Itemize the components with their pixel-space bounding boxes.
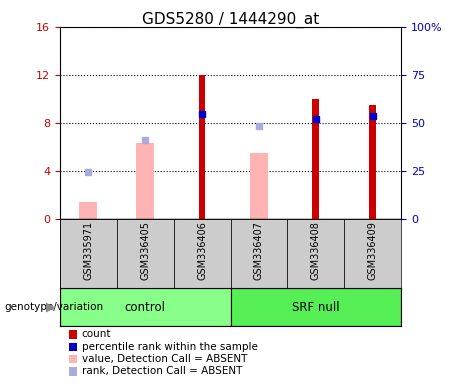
Text: count: count — [82, 329, 112, 339]
Text: control: control — [125, 301, 165, 314]
Text: SRF null: SRF null — [292, 301, 340, 314]
Text: GSM336405: GSM336405 — [140, 221, 150, 280]
Bar — [369, 105, 376, 219]
Bar — [287, 219, 344, 288]
Text: GSM336406: GSM336406 — [197, 221, 207, 280]
Bar — [313, 99, 319, 219]
Text: value, Detection Call = ABSENT: value, Detection Call = ABSENT — [82, 354, 247, 364]
Bar — [230, 288, 401, 326]
Text: GSM336408: GSM336408 — [311, 221, 321, 280]
Text: rank, Detection Call = ABSENT: rank, Detection Call = ABSENT — [82, 366, 242, 376]
Text: percentile rank within the sample: percentile rank within the sample — [82, 342, 258, 352]
Bar — [60, 288, 230, 326]
Text: ▶: ▶ — [46, 301, 55, 314]
Bar — [199, 75, 206, 219]
Text: genotype/variation: genotype/variation — [5, 302, 104, 312]
Bar — [79, 202, 97, 219]
Bar — [136, 143, 154, 219]
Bar — [174, 219, 230, 288]
Text: GSM335971: GSM335971 — [83, 221, 94, 280]
Bar — [60, 219, 117, 288]
Bar — [344, 219, 401, 288]
Text: GDS5280 / 1444290_at: GDS5280 / 1444290_at — [142, 12, 319, 28]
Text: GSM336407: GSM336407 — [254, 221, 264, 280]
Bar — [230, 219, 287, 288]
Bar — [250, 153, 268, 219]
Text: GSM336409: GSM336409 — [367, 221, 378, 280]
Bar — [117, 219, 174, 288]
